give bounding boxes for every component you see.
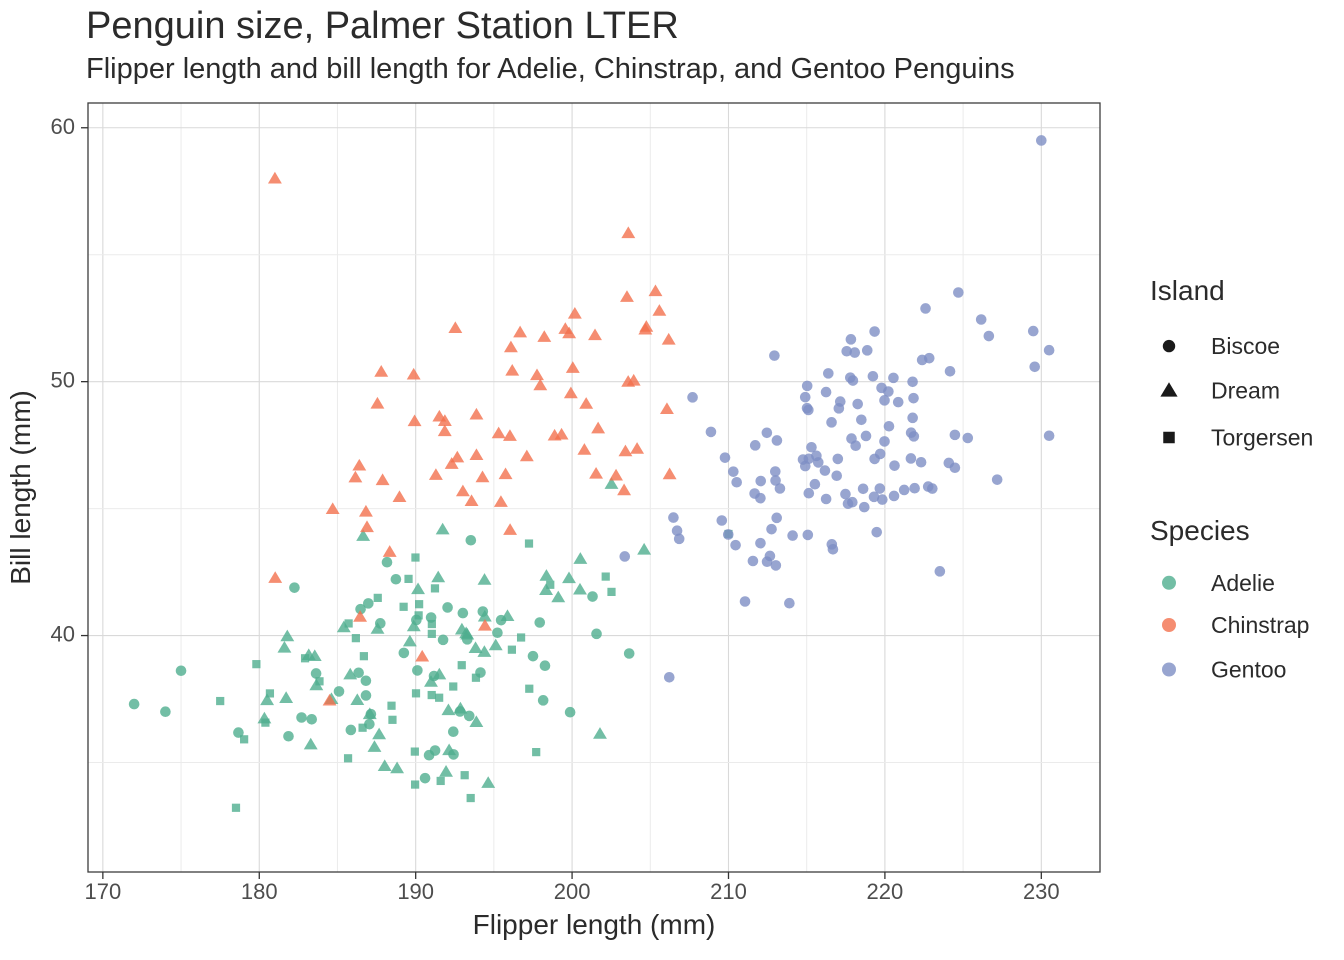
- svg-text:60: 60: [51, 114, 75, 139]
- svg-text:Island: Island: [1150, 275, 1225, 306]
- svg-text:Chinstrap: Chinstrap: [1211, 612, 1309, 638]
- svg-text:170: 170: [85, 879, 122, 904]
- svg-text:Species: Species: [1150, 515, 1250, 546]
- svg-text:Torgersen: Torgersen: [1211, 425, 1313, 451]
- svg-text:200: 200: [554, 879, 591, 904]
- svg-text:40: 40: [51, 622, 75, 647]
- svg-text:Biscoe: Biscoe: [1211, 333, 1280, 359]
- svg-text:Gentoo: Gentoo: [1211, 657, 1286, 683]
- svg-text:230: 230: [1023, 879, 1060, 904]
- svg-text:210: 210: [710, 879, 747, 904]
- svg-text:Adelie: Adelie: [1211, 570, 1275, 596]
- svg-text:180: 180: [241, 879, 278, 904]
- svg-text:190: 190: [397, 879, 434, 904]
- svg-text:220: 220: [867, 879, 904, 904]
- svg-text:50: 50: [51, 368, 75, 393]
- svg-text:Dream: Dream: [1211, 378, 1280, 404]
